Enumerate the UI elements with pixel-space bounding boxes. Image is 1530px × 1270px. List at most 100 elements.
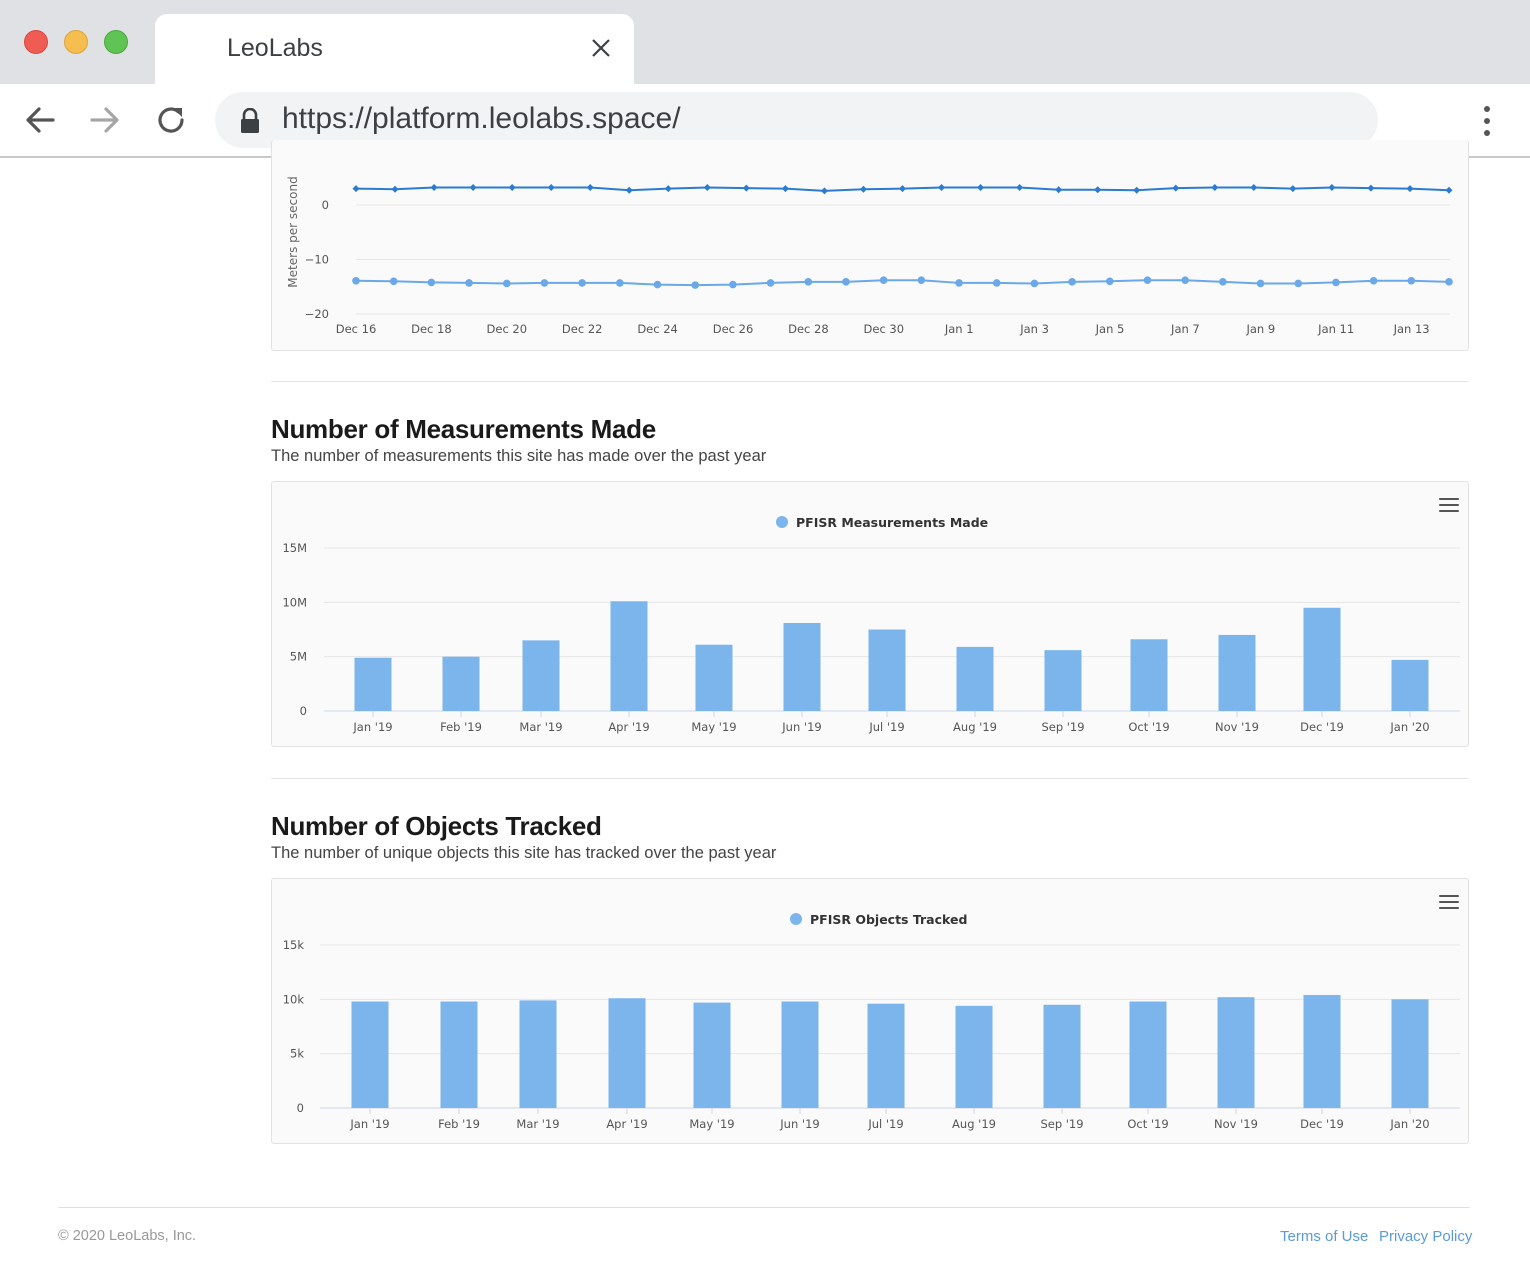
data-point xyxy=(391,185,399,193)
data-point xyxy=(586,184,594,192)
hamburger-menu-icon[interactable] xyxy=(1439,498,1459,514)
bar xyxy=(1129,1001,1167,1108)
x-tick-label: Oct '19 xyxy=(1127,1117,1168,1131)
data-point xyxy=(1143,276,1152,285)
bar xyxy=(610,601,648,711)
data-point xyxy=(1055,186,1063,194)
data-point xyxy=(804,278,813,286)
address-bar[interactable]: https://platform.leolabs.space/ xyxy=(215,92,1378,148)
bar xyxy=(956,646,994,711)
data-point xyxy=(430,184,438,192)
y-tick-label: 0 xyxy=(297,1101,304,1115)
x-tick-label: May '19 xyxy=(689,1117,734,1131)
browser-tab[interactable]: LeoLabs xyxy=(155,14,634,86)
y-tick-label: −10 xyxy=(305,253,329,267)
data-point xyxy=(653,280,662,289)
data-point xyxy=(917,276,926,285)
x-tick-label: Aug '19 xyxy=(952,1117,996,1131)
data-point xyxy=(1367,184,1375,192)
series-line-2 xyxy=(355,279,1450,287)
bar xyxy=(868,629,906,711)
x-tick-label: Aug '19 xyxy=(953,720,997,734)
browser-toolbar: https://platform.leolabs.space/ xyxy=(0,84,1530,158)
y-tick-label: 15k xyxy=(283,938,305,952)
data-point xyxy=(1133,186,1141,194)
data-point xyxy=(781,185,789,193)
y-tick-label: 5M xyxy=(290,650,307,664)
y-tick-label: 15M xyxy=(282,541,307,555)
data-point xyxy=(1219,278,1227,286)
x-tick-label: Feb '19 xyxy=(440,720,482,734)
data-point xyxy=(1172,184,1180,192)
objects-title: Number of Objects Tracked xyxy=(271,811,602,841)
browser-menu-icon[interactable] xyxy=(1474,104,1500,138)
objects-bar-chart: 0 5k 10k 15k PFISR Objects Tracked Jan '19 Feb… xyxy=(283,912,1460,1131)
x-tick-label: Dec 18 xyxy=(411,322,452,336)
measurements-chart-panel: 0 5M 10M 15M PFISR Measurements Made Jan '19 F… xyxy=(271,481,1469,747)
maximize-window-button[interactable] xyxy=(104,30,128,54)
back-arrow-icon[interactable] xyxy=(22,102,58,138)
privacy-policy-link[interactable]: Privacy Policy xyxy=(1379,1228,1473,1245)
bar xyxy=(1218,634,1256,711)
measurements-bar-chart: 0 5M 10M 15M PFISR Measurements Made Jan '19 F… xyxy=(282,515,1460,734)
url-text[interactable]: https://platform.leolabs.space/ xyxy=(282,102,681,135)
data-point xyxy=(1211,184,1219,192)
footer-divider xyxy=(58,1207,1470,1208)
bar xyxy=(693,1002,731,1108)
lock-icon xyxy=(241,108,259,133)
x-tick-label: Jan 3 xyxy=(1019,322,1049,336)
data-point xyxy=(664,185,672,193)
data-point xyxy=(859,185,867,193)
close-tab-icon[interactable] xyxy=(589,36,613,60)
x-tick-label: Jul '19 xyxy=(868,720,904,734)
legend-marker xyxy=(776,516,788,528)
data-point xyxy=(1105,277,1114,286)
data-point xyxy=(938,184,946,192)
x-tick-label: Feb '19 xyxy=(438,1117,480,1131)
x-tick-label: Jan '20 xyxy=(1389,1117,1429,1131)
x-tick-label: Jan '19 xyxy=(349,1117,389,1131)
forward-arrow-icon[interactable] xyxy=(87,102,123,138)
bar xyxy=(1043,1004,1081,1108)
x-tick-label: Dec 24 xyxy=(637,322,678,336)
bar xyxy=(522,640,560,711)
data-point xyxy=(1445,278,1453,286)
x-tick-label: Jan 1 xyxy=(944,322,974,336)
x-tick-label: Dec 30 xyxy=(864,322,905,336)
minimize-window-button[interactable] xyxy=(64,30,88,54)
bar xyxy=(519,1000,557,1108)
x-tick-label: Dec 22 xyxy=(562,322,603,336)
bar xyxy=(1130,639,1168,711)
objects-subtitle: The number of unique objects this site h… xyxy=(271,844,777,862)
data-point xyxy=(703,184,711,192)
data-point xyxy=(1289,185,1297,193)
y-tick-label: 0 xyxy=(322,198,329,212)
x-tick-label: Dec 20 xyxy=(487,322,528,336)
data-point xyxy=(879,276,888,285)
x-tick-label: Jan 5 xyxy=(1095,322,1125,336)
legend-marker xyxy=(790,913,802,925)
data-point xyxy=(899,185,906,193)
terms-of-use-link[interactable]: Terms of Use xyxy=(1280,1228,1369,1245)
data-point xyxy=(1030,279,1039,288)
data-point xyxy=(977,184,985,192)
measurements-title: Number of Measurements Made xyxy=(271,414,656,444)
data-point xyxy=(540,279,549,287)
data-point xyxy=(729,280,737,289)
data-point xyxy=(1016,184,1024,192)
hamburger-menu-icon[interactable] xyxy=(1439,895,1459,911)
data-point xyxy=(389,277,398,286)
data-point xyxy=(1294,279,1303,288)
x-tick-label: Dec '19 xyxy=(1300,720,1344,734)
x-tick-label: Nov '19 xyxy=(1215,720,1259,734)
bar xyxy=(608,998,646,1108)
bar xyxy=(781,1001,819,1108)
bar xyxy=(442,656,480,711)
x-tick-label: Apr '19 xyxy=(608,720,649,734)
data-point xyxy=(1328,184,1336,192)
close-window-button[interactable] xyxy=(24,30,48,54)
reload-icon[interactable] xyxy=(153,102,189,138)
data-point xyxy=(1094,186,1102,194)
data-point xyxy=(1332,278,1340,287)
data-point xyxy=(955,279,963,287)
